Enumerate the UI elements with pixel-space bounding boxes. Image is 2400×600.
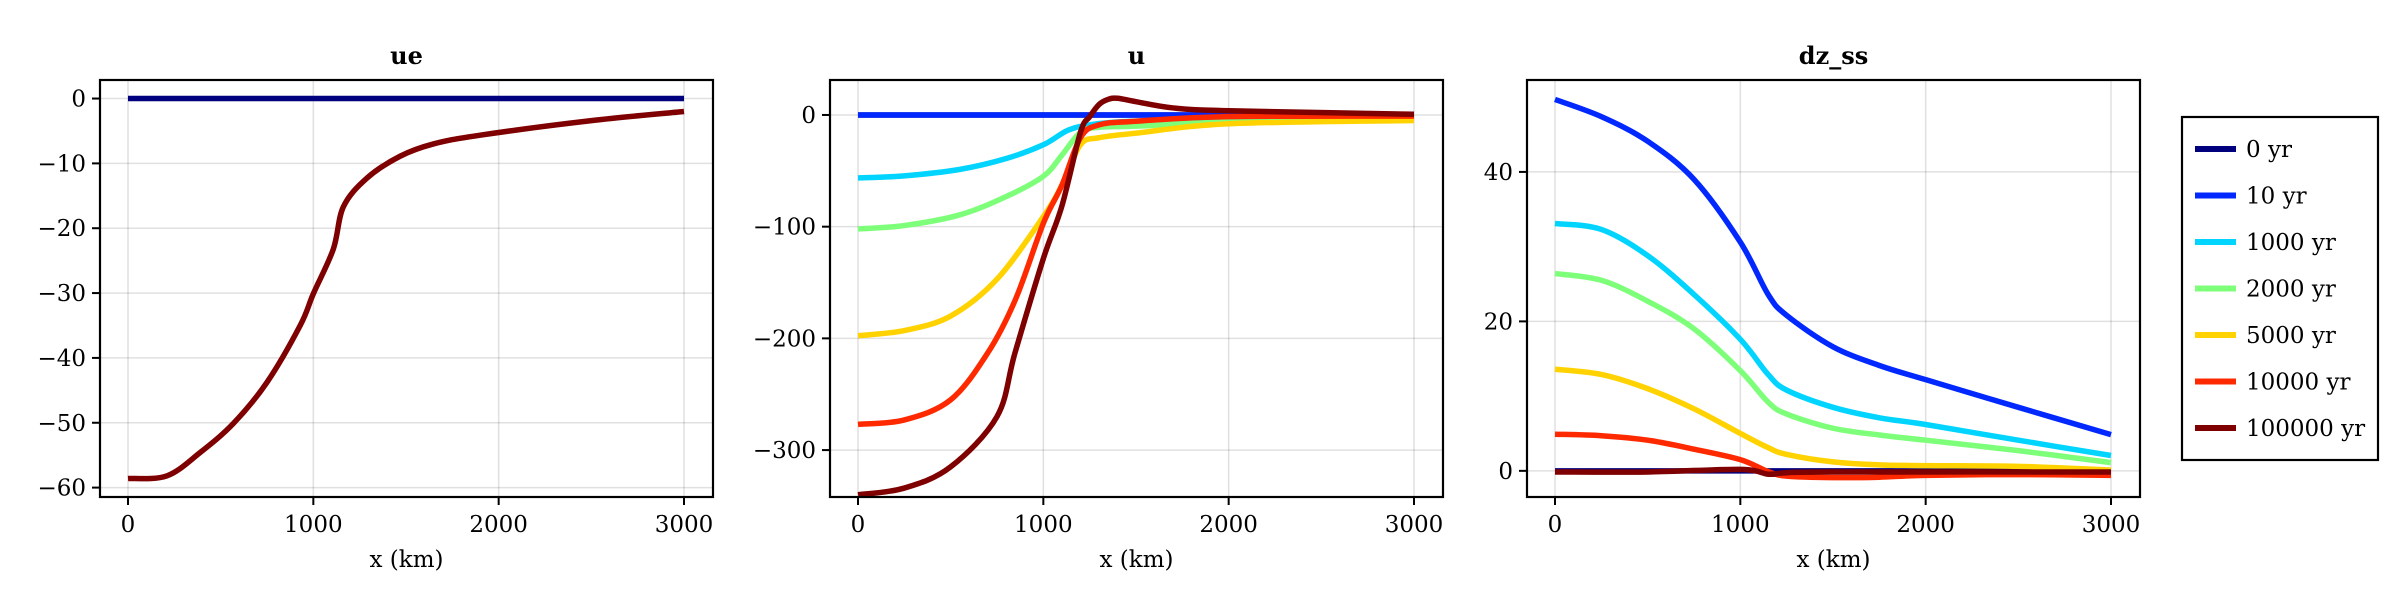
chart-title: u xyxy=(1128,41,1145,70)
panel-ue: 0 1000 2000 3000 0 −10 −20 −30 −40 −50 −60 ue x (km) xyxy=(37,41,715,573)
series-line-10-yr xyxy=(1554,96,2112,438)
y-tick-label: −200 xyxy=(753,326,816,352)
series-line-1000-yr xyxy=(1554,220,2112,459)
legend-label: 5000 yr xyxy=(2246,323,2336,349)
chart-title: ue xyxy=(390,41,423,70)
y-tick-label: −40 xyxy=(37,346,86,372)
x-tick-label: 0 xyxy=(851,512,866,538)
y-tick-label: 20 xyxy=(1484,309,1513,335)
panel-u: 0 1000 2000 3000 0 −100 −200 −300 u x (km) xyxy=(753,41,1445,573)
x-tick-label: 3000 xyxy=(2082,512,2141,538)
legend: 0 yr 10 yr 1000 yr 2000 yr 5000 yr 10000 yr 10… xyxy=(2180,115,2380,462)
legend-label: 2000 yr xyxy=(2246,277,2336,303)
y-tick-label: −30 xyxy=(37,281,86,307)
series-line-100000-yr xyxy=(857,95,1415,498)
x-tick-label: 2000 xyxy=(1896,512,1955,538)
x-tick-label: 1000 xyxy=(284,512,343,538)
y-tick-label: −60 xyxy=(37,476,86,502)
x-tick-label: 2000 xyxy=(1199,512,1258,538)
series-line-5000-yr xyxy=(1554,366,2112,473)
y-tick-label: −20 xyxy=(37,216,86,242)
legend-label: 1000 yr xyxy=(2246,230,2336,256)
x-tick-label: 3000 xyxy=(1385,512,1444,538)
series-line-10000-yr xyxy=(857,113,1415,428)
series-line-100000-yr xyxy=(127,108,685,482)
legend-label: 10000 yr xyxy=(2246,370,2350,396)
series-line-2000-yr xyxy=(1554,270,2112,466)
x-tick-label: 0 xyxy=(121,512,136,538)
axes-frame xyxy=(828,78,1445,499)
x-axis-label: x (km) xyxy=(1100,547,1174,573)
y-tick-label: −100 xyxy=(753,215,816,241)
legend-label: 0 yr xyxy=(2246,137,2292,163)
legend-label: 10 yr xyxy=(2246,184,2307,210)
panel-dz-ss: 0 1000 2000 3000 0 20 40 dz_ssx (km) xyxy=(1484,41,2142,573)
chart-title: dz_ss xyxy=(1799,41,1868,70)
legend-label: 100000 yr xyxy=(2246,416,2365,442)
x-axis-label: x (km) xyxy=(370,547,444,573)
y-tick-label: −50 xyxy=(37,411,86,437)
x-tick-label: 3000 xyxy=(655,512,714,538)
y-tick-label: 0 xyxy=(801,103,816,129)
series-line-5000-yr xyxy=(857,117,1415,339)
y-tick-label: −10 xyxy=(37,151,86,177)
axes-frame xyxy=(1525,78,2142,499)
x-tick-label: 1000 xyxy=(1711,512,1770,538)
y-tick-label: 0 xyxy=(1498,459,1513,485)
y-tick-label: −300 xyxy=(753,438,816,464)
y-tick-label: 0 xyxy=(71,87,86,113)
y-tick-label: 40 xyxy=(1484,160,1513,186)
axes-frame xyxy=(98,78,715,499)
x-axis-label: x (km) xyxy=(1797,547,1871,573)
x-tick-label: 2000 xyxy=(469,512,528,538)
x-tick-label: 0 xyxy=(1548,512,1563,538)
series-line-100000-yr xyxy=(1554,466,2112,478)
x-tick-label: 1000 xyxy=(1014,512,1073,538)
